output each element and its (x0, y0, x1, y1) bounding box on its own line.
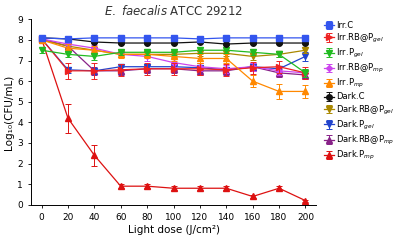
Legend: Irr.C, Irr.RB@P$_{gel}$, Irr.P$_{gel}$, Irr.RB@P$_{mp}$, Irr.P$_{mp}$, Dark.C, D: Irr.C, Irr.RB@P$_{gel}$, Irr.P$_{gel}$, … (323, 20, 396, 163)
Y-axis label: Log₁₀(CFU/mL): Log₁₀(CFU/mL) (4, 74, 14, 150)
Title: $\it{E.\ faecalis}$ ATCC 29212: $\it{E.\ faecalis}$ ATCC 29212 (104, 4, 243, 18)
X-axis label: Light dose (J/cm²): Light dose (J/cm²) (128, 225, 220, 235)
